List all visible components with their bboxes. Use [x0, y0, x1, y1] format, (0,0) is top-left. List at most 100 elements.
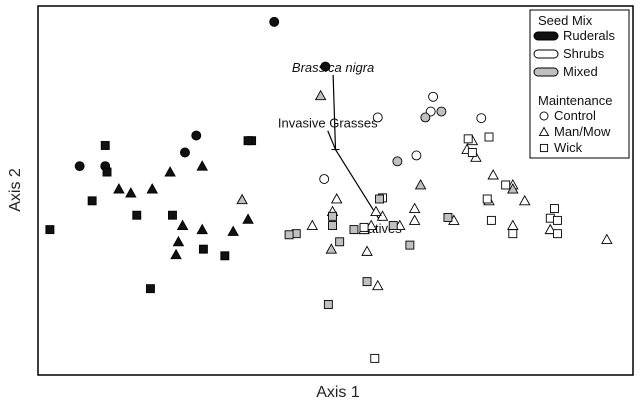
point-shrubs-manmow	[370, 205, 382, 216]
point-shrubs-wick	[550, 204, 559, 214]
legend-swatch-ruderals	[533, 31, 559, 41]
legend-label-shrubs: Shrubs	[563, 46, 605, 61]
legend-seed-title: Seed Mix	[538, 13, 593, 28]
point-ruderals-wick	[100, 141, 110, 150]
point-mixed-wick	[443, 212, 453, 222]
point-shrubs-control	[319, 174, 330, 185]
point-ruderals-manmow	[125, 187, 137, 198]
vector-label: Brassica nigra	[292, 60, 374, 75]
point-shrubs-manmow	[507, 219, 519, 231]
point-shrubs-manmow	[330, 193, 343, 204]
point-mixed-wick	[328, 221, 337, 231]
point-shrubs-wick	[463, 134, 473, 144]
point-mixed-control	[420, 112, 431, 123]
point-ruderals-wick	[146, 284, 155, 294]
point-ruderals-wick	[198, 244, 208, 254]
point-shrubs-wick	[552, 229, 562, 239]
point-mixed-control	[436, 106, 447, 117]
point-shrubs-wick	[370, 353, 380, 363]
point-mixed-wick	[328, 211, 337, 221]
point-mixed-wick	[335, 237, 345, 247]
legend-marker-control	[539, 111, 549, 121]
point-ruderals-manmow	[242, 213, 254, 224]
point-mixed-wick	[284, 230, 294, 240]
point-shrubs-wick	[486, 215, 496, 225]
point-mixed-manmow	[325, 243, 338, 254]
point-mixed-wick	[405, 240, 415, 250]
plot-frame	[37, 5, 634, 376]
point-shrubs-control	[411, 150, 422, 161]
point-ruderals-manmow	[113, 183, 125, 194]
y-axis-label: Axis 2	[7, 168, 24, 212]
legend-label-manmow: Man/Mow	[554, 124, 611, 139]
point-mixed-manmow	[314, 89, 327, 101]
vector-label: Invasive Grasses	[278, 116, 378, 131]
point-shrubs-wick	[359, 222, 369, 232]
point-ruderals-wick	[168, 210, 177, 220]
point-ruderals-wick	[132, 210, 142, 220]
point-ruderals-manmow	[176, 219, 189, 231]
point-shrubs-manmow	[408, 202, 421, 214]
x-axis-label: Axis 1	[316, 384, 360, 401]
legend-swatch-mixed	[533, 67, 559, 77]
plot-area-border	[37, 5, 634, 376]
legend-label-control: Control	[554, 108, 596, 123]
vector-line	[334, 149, 381, 222]
point-shrubs-control	[372, 112, 383, 123]
point-ruderals-control	[74, 161, 85, 172]
legend-label-mixed: Mixed	[563, 64, 598, 79]
legend-marker-wick	[539, 143, 549, 153]
point-mixed-control	[392, 156, 403, 167]
point-ruderals-wick	[45, 225, 55, 235]
point-ruderals-control	[191, 130, 202, 141]
point-ruderals-manmow	[164, 166, 176, 177]
legend-maint-title: Maintenance	[538, 93, 612, 108]
point-mixed-manmow	[414, 179, 427, 190]
point-ruderals-manmow	[227, 225, 239, 236]
point-shrubs-manmow	[361, 245, 373, 256]
point-ruderals-manmow	[196, 160, 208, 171]
points-group	[45, 16, 613, 363]
point-shrubs-wick	[467, 148, 477, 157]
point-shrubs-manmow	[544, 223, 557, 235]
point-ruderals-manmow	[172, 235, 185, 247]
point-shrubs-wick	[508, 229, 518, 239]
point-mixed-manmow	[236, 193, 248, 205]
legend-label-wick: Wick	[554, 140, 583, 155]
point-mixed-wick	[375, 194, 384, 204]
point-shrubs-manmow	[365, 219, 377, 231]
point-shrubs-manmow	[408, 214, 421, 225]
point-ruderals-manmow	[170, 248, 182, 260]
point-shrubs-wick	[552, 215, 562, 225]
point-mixed-wick	[362, 277, 372, 287]
point-ruderals-wick	[102, 167, 112, 177]
point-ruderals-control	[180, 147, 190, 158]
legend-swatch-shrubs	[533, 49, 559, 59]
vector-line	[332, 74, 337, 150]
point-shrubs-control	[476, 113, 487, 124]
point-shrubs-control	[428, 91, 439, 102]
point-mixed-wick	[388, 221, 398, 231]
point-ruderals-manmow	[196, 223, 208, 235]
point-shrubs-manmow	[518, 194, 531, 206]
point-shrubs-wick	[482, 194, 492, 204]
legend-marker-manmow	[538, 126, 550, 137]
point-mixed-wick	[349, 225, 359, 235]
point-shrubs-wick	[501, 180, 511, 190]
vector-line	[327, 130, 337, 150]
point-mixed-wick	[323, 300, 333, 309]
point-ruderals-manmow	[146, 183, 159, 194]
point-ruderals-wick	[220, 251, 230, 261]
point-mixed-manmow	[507, 183, 519, 194]
legend-label-ruderals: Ruderals	[563, 28, 616, 43]
point-ruderals-wick	[243, 136, 253, 146]
point-shrubs-wick	[484, 132, 494, 142]
point-ruderals-control	[320, 61, 331, 72]
point-shrubs-manmow	[601, 233, 613, 245]
point-shrubs-manmow	[371, 279, 384, 291]
point-shrubs-manmow	[487, 169, 499, 180]
